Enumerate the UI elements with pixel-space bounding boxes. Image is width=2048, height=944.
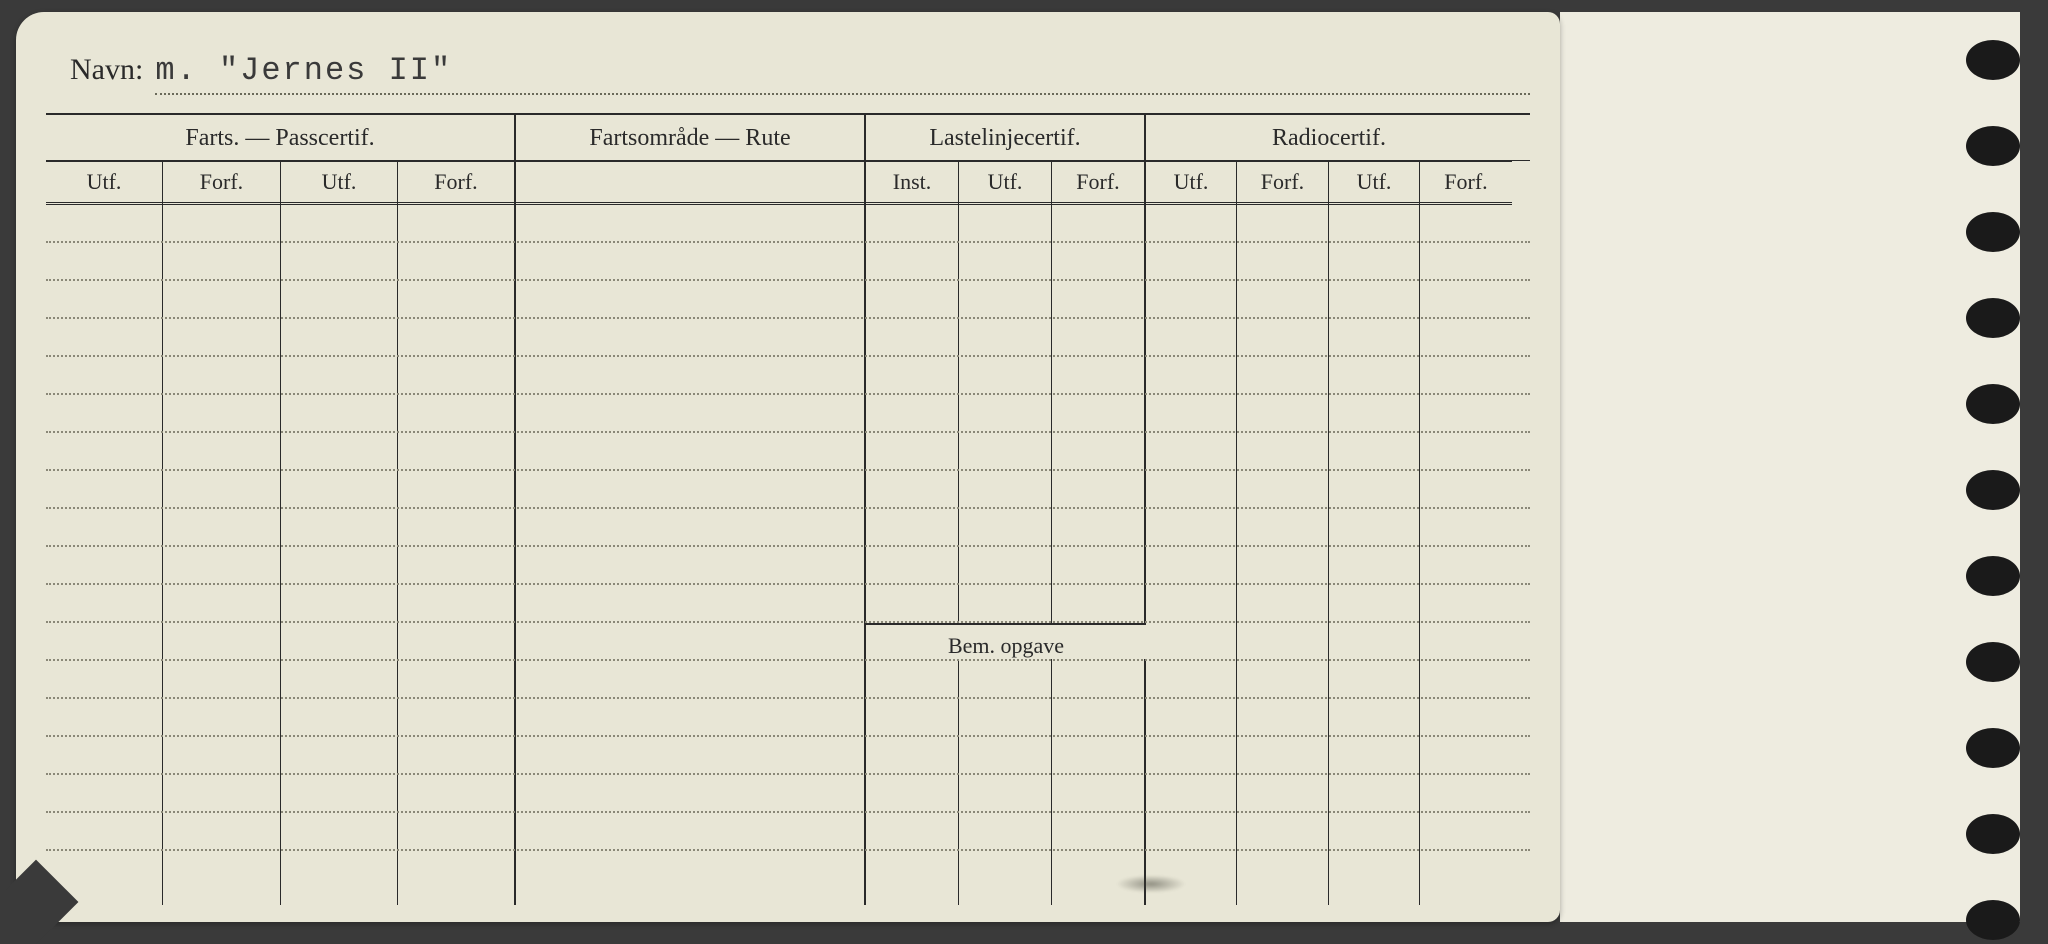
- right-paper-margin: [1560, 12, 2020, 922]
- punch-hole: [1966, 470, 2020, 510]
- col-radio-forf1: [1237, 205, 1329, 905]
- navn-label: Navn:: [70, 53, 143, 87]
- ink-smudge: [1116, 875, 1186, 893]
- punch-hole: [1966, 900, 2020, 940]
- punch-hole: [1966, 212, 2020, 252]
- punch-hole: [1966, 728, 2020, 768]
- col-radio-utf1: [1146, 205, 1237, 905]
- table-body: Bem. opgave: [46, 205, 1530, 905]
- punch-holes: [1966, 40, 2020, 940]
- name-row: Navn: m. "Jernes II": [70, 52, 1530, 95]
- punch-hole: [1966, 556, 2020, 596]
- col-laste-utf: [959, 205, 1052, 905]
- col-laste-inst: [866, 205, 959, 905]
- bem-opgave-box: Bem. opgave: [866, 623, 1146, 659]
- sub-laste-inst: Inst.: [866, 161, 959, 205]
- punch-hole: [1966, 298, 2020, 338]
- section-laste: Lastelinjecertif.: [866, 115, 1146, 160]
- col-laste-forf: [1052, 205, 1146, 905]
- sub-radio-forf2: Forf.: [1420, 161, 1512, 205]
- col-radio-forf2: [1420, 205, 1512, 905]
- section-header-row: Farts. — Passcertif. Fartsområde — Rute …: [46, 115, 1530, 161]
- punch-hole: [1966, 814, 2020, 854]
- punch-hole: [1966, 642, 2020, 682]
- sub-farts-utf1: Utf.: [46, 161, 163, 205]
- section-farts: Farts. — Passcertif.: [46, 115, 516, 160]
- navn-value: m. "Jernes II": [155, 52, 1530, 95]
- punch-hole: [1966, 126, 2020, 166]
- punch-hole: [1966, 40, 2020, 80]
- subheader-row: Utf. Forf. Utf. Forf. Inst. Utf. Forf. U…: [46, 161, 1530, 205]
- col-radio-utf2: [1329, 205, 1420, 905]
- col-farts-utf2: [281, 205, 398, 905]
- section-radio: Radiocertif.: [1146, 115, 1512, 160]
- sub-farts-forf1: Forf.: [163, 161, 281, 205]
- col-rute: [516, 205, 866, 905]
- col-farts-utf1: [46, 205, 163, 905]
- sub-radio-utf1: Utf.: [1146, 161, 1237, 205]
- index-card: Navn: m. "Jernes II" Farts. — Passcertif…: [16, 12, 1560, 922]
- sub-radio-utf2: Utf.: [1329, 161, 1420, 205]
- sub-farts-utf2: Utf.: [281, 161, 398, 205]
- section-rute: Fartsområde — Rute: [516, 115, 866, 160]
- sub-radio-forf1: Forf.: [1237, 161, 1329, 205]
- col-farts-forf1: [163, 205, 281, 905]
- sub-rute-blank: [516, 161, 866, 205]
- col-farts-forf2: [398, 205, 516, 905]
- ledger-table: Farts. — Passcertif. Fartsområde — Rute …: [46, 115, 1530, 905]
- sub-laste-utf: Utf.: [959, 161, 1052, 205]
- sub-laste-forf: Forf.: [1052, 161, 1146, 205]
- punch-hole: [1966, 384, 2020, 424]
- sub-farts-forf2: Forf.: [398, 161, 516, 205]
